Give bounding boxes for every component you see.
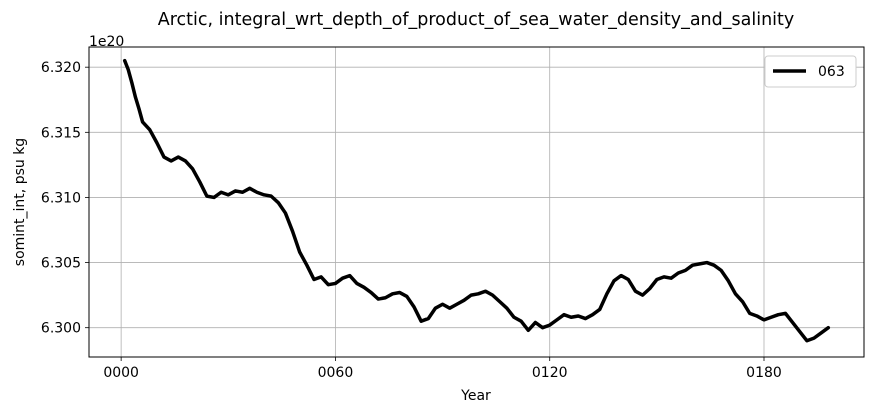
y-axis-label: somint_int, psu kg [12, 138, 28, 266]
y-tick-label: 6.320 [41, 60, 81, 76]
x-tick-label: 0060 [318, 365, 354, 381]
y-tick-label: 6.300 [41, 321, 81, 337]
y-tick-label: 6.310 [41, 190, 81, 206]
plot-area [88, 46, 865, 358]
x-tick-label: 0120 [532, 365, 568, 381]
legend: 063 [764, 55, 857, 88]
x-tick-label: 0180 [746, 365, 782, 381]
legend-label-063: 063 [818, 64, 845, 80]
chart-title: Arctic, integral_wrt_depth_of_product_of… [158, 10, 795, 30]
legend-box [764, 55, 857, 88]
y-axis-ticks: 6.300 6.305 6.310 6.315 6.320 [41, 60, 89, 337]
gridlines [89, 47, 864, 357]
series-line-063 [122, 58, 831, 343]
x-tick-label: 0000 [103, 365, 139, 381]
y-offset-label: 1e20 [89, 34, 124, 50]
y-tick-label: 6.305 [41, 256, 81, 272]
x-axis-label: Year [460, 388, 491, 404]
y-tick-label: 6.315 [41, 125, 81, 141]
x-axis-ticks: 0000 0060 0120 0180 [103, 357, 782, 381]
